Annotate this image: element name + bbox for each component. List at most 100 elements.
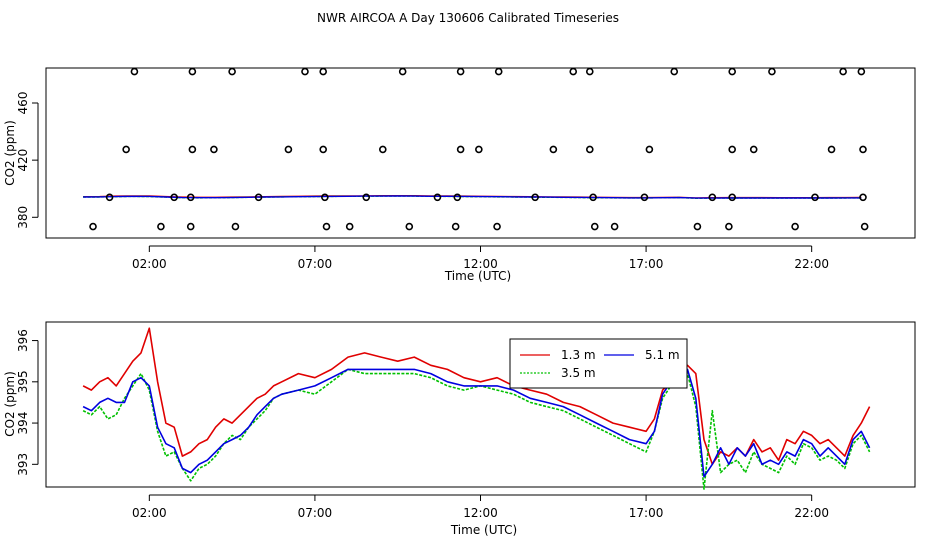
top-x-tick-label: 02:00	[132, 257, 167, 271]
top-x-tick-label: 17:00	[629, 257, 664, 271]
bottom-y-tick-label: 395	[16, 370, 30, 393]
scatter-point	[839, 67, 847, 76]
scatter-point	[105, 193, 114, 202]
scatter-point	[228, 67, 236, 76]
scatter-point	[398, 67, 407, 76]
scatter-point	[170, 193, 178, 202]
scatter-point	[768, 67, 776, 76]
scatter-point	[859, 145, 867, 154]
scatter-point	[157, 222, 165, 231]
top-x-axis: 02:00 07:00 12:00 17:00 22:00	[132, 245, 829, 271]
top-y-tick-label: 460	[16, 92, 30, 115]
scatter-point	[708, 193, 717, 202]
top-scatter-points	[89, 67, 869, 231]
scatter-point	[321, 193, 329, 202]
scatter-point	[231, 222, 240, 231]
bottom-y-tick-label: 393	[16, 453, 30, 476]
scatter-point	[122, 145, 130, 154]
top-y-axis-label: CO2 (ppm)	[3, 120, 17, 186]
scatter-point	[670, 67, 679, 76]
legend-label-1-3m: 1.3 m	[561, 348, 596, 362]
top-plot-frame	[45, 67, 916, 239]
scatter-point	[319, 67, 327, 76]
scatter-point	[725, 222, 733, 231]
bottom-x-tick-label: 17:00	[629, 506, 664, 520]
series-line-5-1-m	[83, 195, 862, 199]
top-y-tick-label: 420	[16, 149, 30, 172]
top-x-axis-label: Time (UTC)	[444, 269, 511, 283]
scatter-point	[322, 222, 331, 231]
scatter-point	[456, 145, 465, 154]
legend-label-3-5m: 3.5 m	[561, 366, 596, 380]
scatter-point	[693, 222, 702, 231]
scatter-point	[186, 193, 195, 202]
top-y-axis: 380 420 460	[16, 92, 39, 229]
scatter-point	[728, 193, 736, 202]
scatter-point	[645, 145, 654, 154]
scatter-point	[569, 67, 578, 76]
figure-title: NWR AIRCOA A Day 130606 Calibrated Times…	[317, 11, 619, 25]
series-line-3-5-m	[82, 368, 871, 490]
scatter-point	[590, 222, 599, 231]
scatter-point	[130, 67, 139, 76]
scatter-point	[188, 67, 197, 76]
scatter-point	[860, 222, 869, 231]
scatter-point	[493, 222, 501, 231]
scatter-point	[859, 193, 867, 202]
bottom-series-lines	[82, 327, 871, 490]
scatter-point	[379, 145, 387, 154]
scatter-point	[210, 145, 218, 154]
top-series-lines	[83, 194, 862, 200]
bottom-x-tick-label: 12:00	[463, 506, 498, 520]
scatter-point	[494, 67, 503, 76]
scatter-point	[827, 145, 836, 154]
legend-label-5-1m: 5.1 m	[645, 348, 680, 362]
bottom-line-panel: 02:00 07:00 12:00 17:00 22:00 393 394 395 396 T…	[3, 321, 916, 537]
top-x-tick-label: 12:00	[463, 257, 498, 271]
scatter-point	[254, 193, 263, 202]
series-line-5-1-m	[82, 368, 871, 478]
top-y-tick-label: 380	[16, 206, 30, 229]
scatter-point	[811, 193, 819, 202]
scatter-point	[791, 222, 799, 231]
scatter-point	[728, 67, 736, 76]
scatter-point	[284, 145, 293, 154]
scatter-point	[453, 193, 462, 202]
bottom-x-tick-label: 07:00	[298, 506, 333, 520]
scatter-point	[405, 222, 414, 231]
scatter-point	[186, 222, 195, 231]
top-x-tick-label: 22:00	[794, 257, 829, 271]
scatter-point	[610, 222, 619, 231]
scatter-point	[640, 193, 649, 202]
scatter-point	[456, 67, 465, 76]
scatter-point	[362, 193, 371, 202]
series-line-1-3-m	[82, 327, 871, 466]
bottom-x-tick-label: 02:00	[132, 506, 167, 520]
top-x-tick-label: 07:00	[298, 257, 333, 271]
bottom-y-tick-label: 394	[16, 412, 30, 435]
scatter-point	[89, 222, 97, 231]
bottom-plot-frame	[45, 321, 916, 488]
bottom-y-tick-label: 396	[16, 329, 30, 352]
scatter-point	[319, 145, 327, 154]
scatter-point	[188, 145, 197, 154]
scatter-point	[451, 222, 460, 231]
scatter-point	[433, 193, 442, 202]
legend: 1.3 m 3.5 m 5.1 m	[509, 338, 688, 389]
scatter-point	[301, 67, 309, 76]
scatter-point	[857, 67, 866, 76]
scatter-point	[585, 145, 594, 154]
bottom-x-tick-label: 22:00	[794, 506, 829, 520]
bottom-y-axis: 393 394 395 396	[16, 329, 39, 476]
scatter-point	[531, 193, 539, 202]
scatter-point	[549, 145, 558, 154]
scatter-point	[749, 145, 758, 154]
scatter-point	[475, 145, 483, 154]
bottom-x-axis: 02:00 07:00 12:00 17:00 22:00	[132, 494, 829, 520]
bottom-x-axis-label: Time (UTC)	[450, 523, 517, 537]
scatter-point	[345, 222, 354, 231]
scatter-point	[585, 67, 594, 76]
scatter-point	[589, 193, 597, 202]
bottom-y-axis-label: CO2 (ppm)	[3, 371, 17, 437]
